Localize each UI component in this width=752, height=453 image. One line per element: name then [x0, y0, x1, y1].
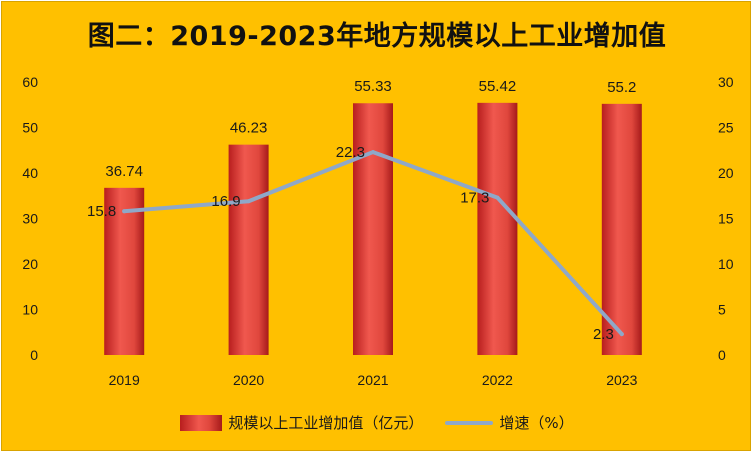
- left-tick-label: 10: [22, 302, 38, 318]
- right-tick-label: 20: [718, 165, 734, 181]
- legend-swatch-bar: [180, 414, 223, 431]
- left-tick-label: 30: [22, 211, 38, 227]
- bar-value-label: 36.74: [105, 163, 143, 180]
- line-point-2021: [371, 150, 375, 155]
- line-series: [122, 150, 624, 337]
- legend-item-bar: 规模以上工业增加值（亿元）: [180, 412, 423, 433]
- x-tick-label: 2021: [357, 372, 388, 388]
- legend-label-bar: 规模以上工业增加值（亿元）: [228, 414, 424, 432]
- bar-2020: [228, 144, 269, 355]
- data-labels: 36.74 46.23 55.33 55.42 55.2 15.8 16.9 22.3 17.3…: [87, 78, 636, 343]
- line-value-label: 17.3: [460, 190, 489, 207]
- left-tick-label: 0: [30, 347, 38, 363]
- bar-series: [104, 102, 642, 356]
- bar-value-label: 55.42: [479, 78, 517, 95]
- bar-2022: [477, 102, 518, 356]
- right-axis: 0 5 10 15 20 25 30: [718, 74, 734, 363]
- right-tick-label: 5: [718, 302, 726, 318]
- x-tick-label: 2020: [233, 372, 264, 388]
- bar-2019: [104, 187, 145, 355]
- bar-value-label: 55.2: [607, 79, 636, 96]
- x-axis: 2019 2020 2021 2022 2023: [109, 372, 638, 388]
- chart-title: 图二：2019-2023年地方规模以上工业增加值: [87, 21, 667, 52]
- right-tick-label: 15: [718, 211, 734, 227]
- line-value-label: 22.3: [336, 144, 365, 161]
- x-tick-label: 2022: [482, 372, 513, 388]
- legend: 规模以上工业增加值（亿元） 增速（%）: [2, 412, 752, 433]
- left-tick-label: 60: [22, 74, 38, 90]
- x-tick-label: 2019: [109, 372, 140, 388]
- legend-item-line: 增速（%）: [445, 412, 574, 433]
- line-point-2020: [246, 199, 251, 204]
- line-point-2019: [122, 209, 127, 214]
- bar-value-label: 46.23: [230, 120, 268, 137]
- bar-2021: [353, 103, 393, 355]
- line-value-label: 16.9: [211, 193, 240, 210]
- line-value-label: 15.8: [87, 203, 116, 220]
- right-tick-label: 0: [718, 347, 726, 363]
- bar-2023: [601, 103, 642, 355]
- right-tick-label: 10: [718, 256, 734, 272]
- right-tick-label: 30: [718, 74, 734, 90]
- left-tick-label: 20: [22, 256, 38, 272]
- right-tick-label: 25: [718, 120, 734, 136]
- left-tick-label: 40: [22, 165, 38, 181]
- line-point-2022: [495, 195, 500, 200]
- line-value-label: 2.3: [593, 326, 614, 343]
- bar-value-label: 55.33: [354, 78, 392, 95]
- left-axis: 0 10 20 30 40 50 60: [22, 74, 38, 363]
- x-tick-label: 2023: [606, 372, 637, 388]
- legend-swatch-line: [445, 420, 494, 425]
- legend-label-line: 增速（%）: [499, 414, 574, 432]
- line-point-2023: [619, 332, 624, 337]
- left-tick-label: 50: [22, 120, 38, 136]
